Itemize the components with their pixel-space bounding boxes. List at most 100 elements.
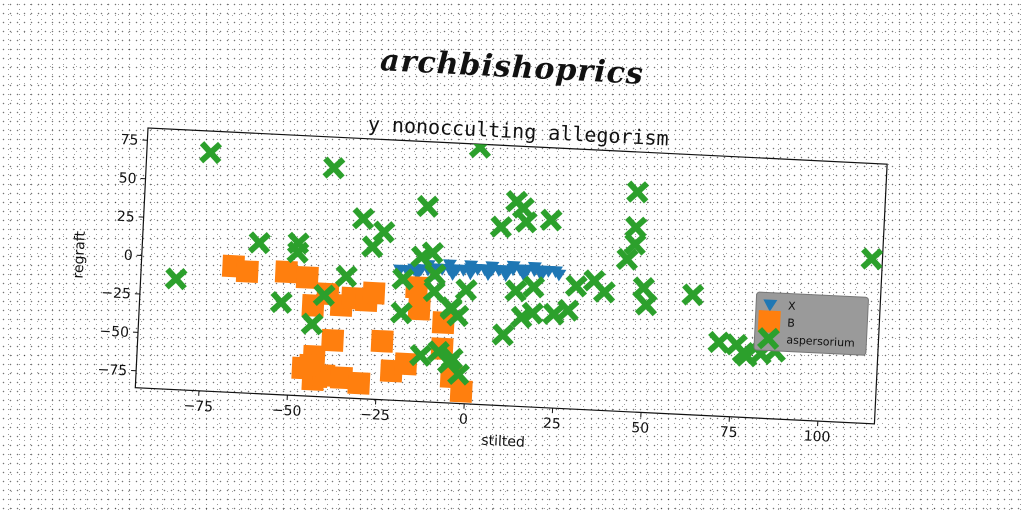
data-point bbox=[409, 343, 432, 367]
data-point bbox=[514, 210, 538, 234]
data-point bbox=[286, 240, 310, 264]
chart-area: y nonocculting allegorism −75 −50 −25 0 25 50… bbox=[71, 112, 888, 451]
plot-frame bbox=[134, 127, 888, 425]
data-point bbox=[394, 352, 418, 376]
chart-title: y nonocculting allegorism bbox=[367, 112, 669, 151]
data-point bbox=[489, 215, 513, 239]
data-point bbox=[300, 312, 324, 336]
data-point bbox=[295, 265, 319, 290]
data-point bbox=[860, 247, 884, 271]
data-point bbox=[534, 269, 549, 283]
data-point bbox=[247, 231, 271, 255]
data-point bbox=[389, 301, 413, 325]
data-point bbox=[370, 329, 394, 353]
data-point bbox=[447, 362, 470, 386]
y-axis-label: regraft bbox=[71, 230, 89, 279]
data-point bbox=[334, 264, 358, 288]
data-point bbox=[624, 215, 648, 239]
y-tick-label: 25 bbox=[116, 209, 135, 226]
data-point bbox=[516, 268, 531, 282]
data-point bbox=[442, 259, 457, 272]
plot-points bbox=[164, 135, 884, 403]
data-point bbox=[361, 235, 385, 259]
data-point bbox=[351, 207, 375, 231]
data-point bbox=[506, 260, 521, 274]
legend-label: B bbox=[787, 316, 795, 329]
y-tick-label: 50 bbox=[118, 170, 137, 187]
data-point bbox=[164, 267, 188, 291]
data-point bbox=[552, 269, 567, 282]
data-point bbox=[439, 297, 463, 321]
y-tick-label: −50 bbox=[99, 323, 129, 340]
data-point bbox=[362, 281, 386, 305]
data-point bbox=[485, 261, 500, 274]
data-point bbox=[463, 267, 478, 281]
data-point bbox=[269, 290, 293, 314]
y-tick-label: 0 bbox=[123, 248, 133, 264]
legend-marker bbox=[757, 327, 780, 351]
x-tick-label: −50 bbox=[271, 402, 301, 419]
data-point bbox=[634, 293, 658, 317]
data-point bbox=[329, 366, 353, 390]
data-point bbox=[681, 283, 705, 307]
legend-label: aspersorium bbox=[786, 333, 855, 349]
y-tick-label: 75 bbox=[120, 132, 139, 149]
data-point bbox=[564, 274, 588, 298]
legend-marker bbox=[757, 310, 781, 334]
legend-marker bbox=[763, 299, 778, 312]
data-point bbox=[321, 328, 345, 352]
data-point bbox=[440, 347, 464, 370]
y-tick-label: −75 bbox=[97, 362, 127, 379]
data-point bbox=[274, 260, 298, 284]
data-point bbox=[592, 280, 616, 304]
data-point bbox=[199, 141, 223, 165]
data-point bbox=[491, 323, 515, 347]
data-point bbox=[235, 259, 259, 284]
data-point bbox=[504, 279, 528, 303]
data-point bbox=[626, 180, 650, 204]
data-point bbox=[499, 269, 514, 282]
data-point bbox=[298, 353, 322, 377]
data-point bbox=[312, 283, 336, 307]
data-point bbox=[410, 268, 425, 281]
data-point bbox=[527, 261, 542, 275]
data-point bbox=[522, 275, 546, 299]
data-point bbox=[539, 208, 563, 232]
data-point bbox=[623, 232, 647, 256]
data-point bbox=[391, 267, 415, 291]
data-point bbox=[615, 247, 639, 271]
data-point bbox=[520, 301, 544, 325]
series-2 bbox=[164, 135, 884, 386]
y-tick-label: −25 bbox=[101, 285, 131, 302]
x-tick-label: 50 bbox=[631, 420, 650, 437]
data-point bbox=[449, 379, 473, 403]
legend-label: X bbox=[788, 299, 797, 312]
data-point bbox=[347, 371, 371, 395]
data-point bbox=[405, 275, 429, 299]
legend-box bbox=[753, 291, 869, 356]
data-point bbox=[416, 194, 440, 218]
data-point bbox=[423, 263, 447, 286]
x-tick-label: 25 bbox=[543, 416, 562, 433]
data-point bbox=[422, 279, 446, 303]
data-point bbox=[464, 260, 479, 273]
x-tick-label: −75 bbox=[183, 398, 213, 415]
data-point bbox=[407, 297, 431, 321]
data-point bbox=[556, 298, 580, 322]
x-tick-label: 100 bbox=[803, 428, 830, 445]
x-tick-label: 0 bbox=[459, 412, 469, 428]
x-tick-label: −25 bbox=[360, 407, 390, 424]
data-point bbox=[446, 268, 461, 281]
data-point bbox=[454, 278, 478, 302]
data-point bbox=[431, 311, 455, 335]
axis-ticks: −75 −50 −25 0 25 50 75 100 75 50 25 0 −25 −50 −75 bbox=[97, 132, 831, 446]
data-point bbox=[322, 156, 346, 180]
data-point bbox=[707, 330, 731, 354]
x-axis-label: stilted bbox=[481, 433, 525, 451]
x-tick-label: 75 bbox=[719, 424, 738, 441]
data-point bbox=[372, 220, 396, 244]
data-point bbox=[421, 241, 445, 265]
data-point bbox=[632, 276, 656, 300]
